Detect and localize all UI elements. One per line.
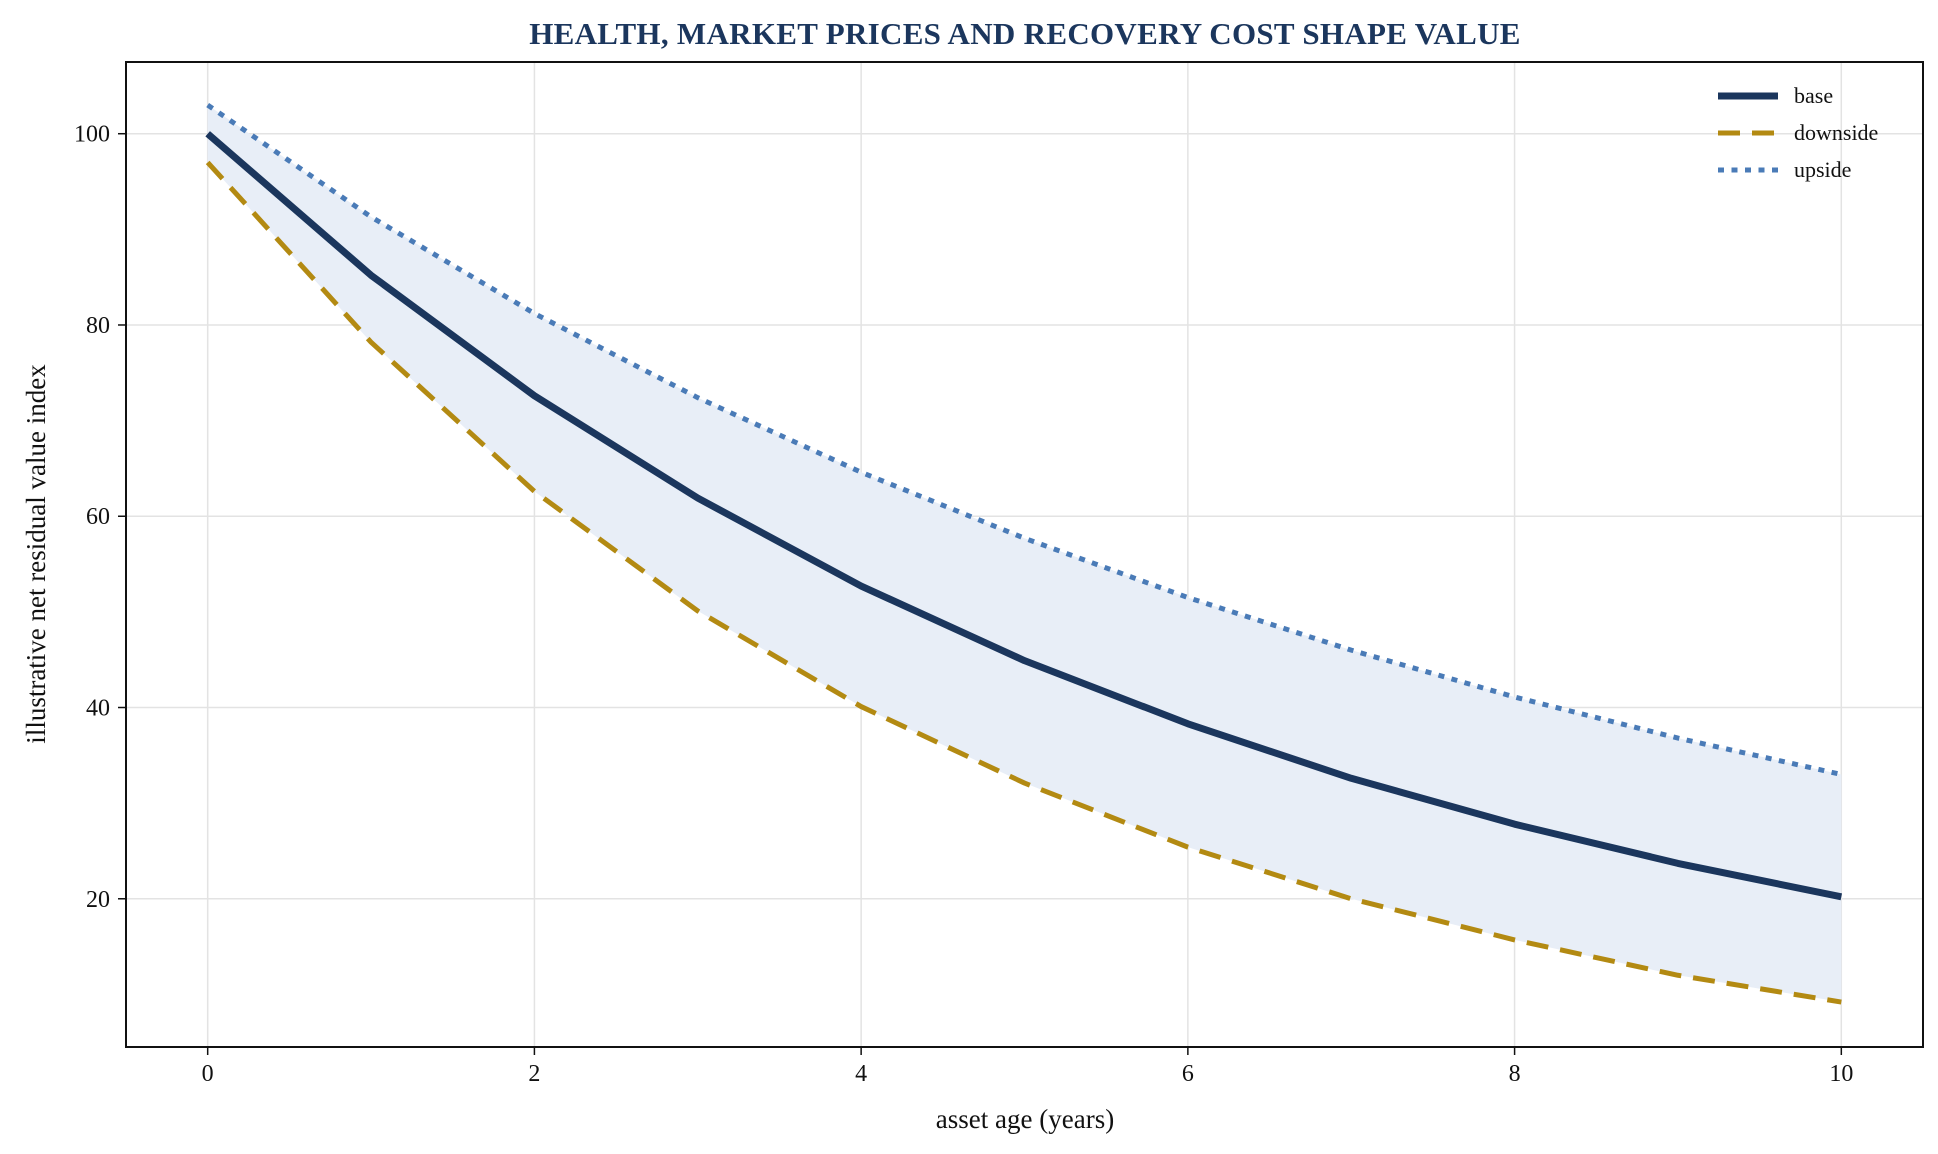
x-tick-label: 2	[528, 1061, 540, 1087]
grid-lines	[126, 62, 1923, 1047]
x-tick-label: 6	[1182, 1061, 1194, 1087]
scenario-band-area	[207, 105, 1842, 1003]
series-line-upside	[206, 102, 1842, 777]
legend-label-base: base	[1794, 83, 1833, 108]
y-tick-label: 60	[86, 504, 110, 530]
y-tick-label: 40	[86, 696, 110, 722]
y-tick-label: 80	[86, 313, 110, 339]
scenario-band	[207, 105, 1842, 1003]
x-axis-label: asset age (years)	[936, 1104, 1114, 1134]
chart-title: HEALTH, MARKET PRICES AND RECOVERY COST …	[529, 16, 1521, 51]
x-tick-label: 8	[1509, 1061, 1521, 1087]
legend: base downside upside	[1718, 83, 1878, 182]
x-tick-label: 4	[855, 1061, 867, 1087]
x-tick-label: 10	[1829, 1061, 1853, 1087]
series-line-downside	[205, 160, 1842, 1005]
y-axis-ticks: 20 40 60 80 100	[74, 122, 126, 913]
plot-frame	[125, 61, 1924, 1048]
series-line-base	[205, 131, 1843, 901]
y-tick-label: 100	[74, 122, 110, 148]
y-axis-label: illustrative net residual value index	[21, 364, 51, 744]
legend-label-downside: downside	[1794, 120, 1878, 145]
legend-label-upside: upside	[1794, 157, 1851, 182]
x-axis-ticks: 0 2 4 6 8 10	[202, 1047, 1853, 1087]
y-tick-label: 20	[86, 887, 110, 913]
series-lines	[205, 102, 1843, 1005]
x-tick-label: 0	[202, 1061, 214, 1087]
